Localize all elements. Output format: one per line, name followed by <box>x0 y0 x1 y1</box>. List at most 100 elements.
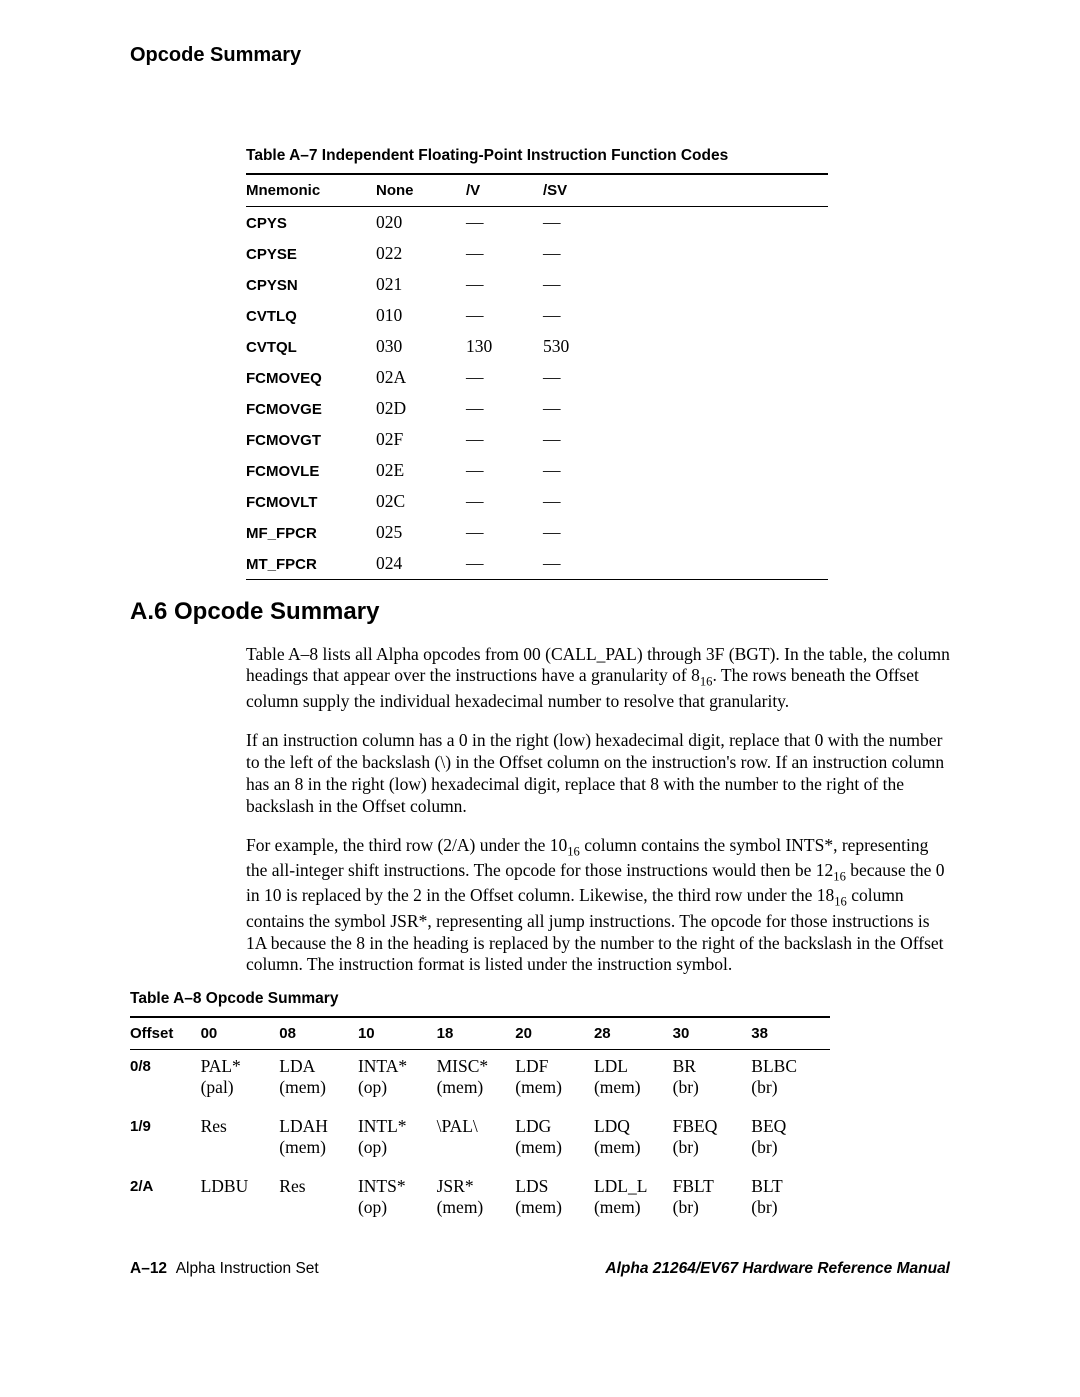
table-a7-caption: Table A–7 Independent Floating-Point Ins… <box>246 147 950 165</box>
value-cell: — <box>466 393 543 424</box>
para-2: If an instruction column has a 0 in the … <box>246 730 950 818</box>
opcode-cell: LDG(mem) <box>515 1110 594 1170</box>
value-cell: — <box>466 269 543 300</box>
opcode-cell: LDF(mem) <box>515 1050 594 1111</box>
col-mnemonic: Mnemonic <box>246 174 376 207</box>
mnemonic-cell: FCMOVEQ <box>246 362 376 393</box>
value-cell: — <box>466 455 543 486</box>
footer-left-text: Alpha Instruction Set <box>176 1260 319 1277</box>
opcode-cell: LDBU <box>201 1170 280 1230</box>
opcode-cell: JSR*(mem) <box>437 1170 516 1230</box>
offset-cell: 2/A <box>130 1170 201 1230</box>
table-row: FCMOVGT02F—— <box>246 424 828 455</box>
mnemonic-cell: MF_FPCR <box>246 517 376 548</box>
opcode-cell: INTA*(op) <box>358 1050 437 1111</box>
table-a8-header-row: Offset 00 08 10 18 20 28 30 38 <box>130 1017 830 1050</box>
sub16: 16 <box>567 844 580 858</box>
opcode-cell: LDAH(mem) <box>279 1110 358 1170</box>
value-cell: — <box>543 393 613 424</box>
table-a8-caption: Table A–8 Opcode Summary <box>130 990 950 1008</box>
footer-right: Alpha 21264/EV67 Hardware Reference Manu… <box>605 1260 950 1278</box>
section-heading: A.6 Opcode Summary <box>130 598 950 626</box>
table-a8: Offset 00 08 10 18 20 28 30 38 0/8PAL*(p… <box>130 1016 830 1230</box>
col-20: 20 <box>515 1017 594 1050</box>
opcode-cell: BLBC(br) <box>751 1050 830 1111</box>
value-cell: 030 <box>376 331 466 362</box>
table-row: FCMOVEQ02A—— <box>246 362 828 393</box>
footer-left: A–12 Alpha Instruction Set <box>130 1260 319 1278</box>
col-08: 08 <box>279 1017 358 1050</box>
value-cell: 02D <box>376 393 466 424</box>
opcode-cell: FBLT(br) <box>673 1170 752 1230</box>
value-cell: 02F <box>376 424 466 455</box>
table-row: CPYSE022—— <box>246 238 828 269</box>
table-row: FCMOVLT02C—— <box>246 486 828 517</box>
col-offset: Offset <box>130 1017 201 1050</box>
col-00: 00 <box>201 1017 280 1050</box>
table-row: CVTLQ010—— <box>246 300 828 331</box>
table-row: FCMOVGE02D—— <box>246 393 828 424</box>
col-none: None <box>376 174 466 207</box>
opcode-cell: BEQ(br) <box>751 1110 830 1170</box>
opcode-cell: Res <box>279 1170 358 1230</box>
value-cell: — <box>466 486 543 517</box>
para-3a: For example, the third row (2/A) under t… <box>246 835 567 855</box>
value-cell: 530 <box>543 331 613 362</box>
value-cell: — <box>466 207 543 239</box>
value-cell: — <box>466 300 543 331</box>
value-cell: — <box>543 548 613 580</box>
value-cell: — <box>543 362 613 393</box>
sub16: 16 <box>833 870 846 884</box>
mnemonic-cell: FCMOVLT <box>246 486 376 517</box>
value-cell: — <box>543 455 613 486</box>
col-sv: /SV <box>543 174 613 207</box>
mnemonic-cell: FCMOVGT <box>246 424 376 455</box>
opcode-cell: LDL_L(mem) <box>594 1170 673 1230</box>
mnemonic-cell: CPYS <box>246 207 376 239</box>
mnemonic-cell: CPYSE <box>246 238 376 269</box>
table-row: MF_FPCR025—— <box>246 517 828 548</box>
value-cell: 02C <box>376 486 466 517</box>
table-a7-header-row: Mnemonic None /V /SV <box>246 174 828 207</box>
value-cell: 02E <box>376 455 466 486</box>
opcode-cell: FBEQ(br) <box>673 1110 752 1170</box>
page-header: Opcode Summary <box>130 44 950 67</box>
value-cell: 022 <box>376 238 466 269</box>
value-cell: — <box>466 424 543 455</box>
value-cell: — <box>543 269 613 300</box>
col-18: 18 <box>437 1017 516 1050</box>
mnemonic-cell: FCMOVLE <box>246 455 376 486</box>
opcode-cell: INTL*(op) <box>358 1110 437 1170</box>
value-cell: — <box>466 517 543 548</box>
table-row: FCMOVLE02E—— <box>246 455 828 486</box>
para-3: For example, the third row (2/A) under t… <box>246 835 950 976</box>
value-cell: — <box>466 238 543 269</box>
mnemonic-cell: FCMOVGE <box>246 393 376 424</box>
table-row: MT_FPCR024—— <box>246 548 828 580</box>
opcode-cell: INTS*(op) <box>358 1170 437 1230</box>
opcode-cell: LDQ(mem) <box>594 1110 673 1170</box>
value-cell: — <box>466 362 543 393</box>
col-30: 30 <box>673 1017 752 1050</box>
para-1: Table A–8 lists all Alpha opcodes from 0… <box>246 644 950 713</box>
mnemonic-cell: MT_FPCR <box>246 548 376 580</box>
opcode-cell: MISC*(mem) <box>437 1050 516 1111</box>
mnemonic-cell: CVTLQ <box>246 300 376 331</box>
table-row: 0/8PAL*(pal)LDA(mem)INTA*(op)MISC*(mem)L… <box>130 1050 830 1111</box>
value-cell: — <box>543 517 613 548</box>
mnemonic-cell: CPYSN <box>246 269 376 300</box>
sub16: 16 <box>834 895 847 909</box>
opcode-cell: \PAL\ <box>437 1110 516 1170</box>
opcode-cell: LDS(mem) <box>515 1170 594 1230</box>
footer-page-number: A–12 <box>130 1260 167 1277</box>
opcode-cell: BR(br) <box>673 1050 752 1111</box>
sub16: 16 <box>700 675 713 689</box>
table-a7: Mnemonic None /V /SV CPYS020——CPYSE022——… <box>246 173 828 580</box>
table-row: 2/ALDBUResINTS*(op)JSR*(mem)LDS(mem)LDL_… <box>130 1170 830 1230</box>
page: Opcode Summary Table A–7 Independent Flo… <box>0 0 1080 1318</box>
value-cell: 025 <box>376 517 466 548</box>
value-cell: 021 <box>376 269 466 300</box>
value-cell: 010 <box>376 300 466 331</box>
opcode-cell: LDA(mem) <box>279 1050 358 1111</box>
opcode-cell: PAL*(pal) <box>201 1050 280 1111</box>
